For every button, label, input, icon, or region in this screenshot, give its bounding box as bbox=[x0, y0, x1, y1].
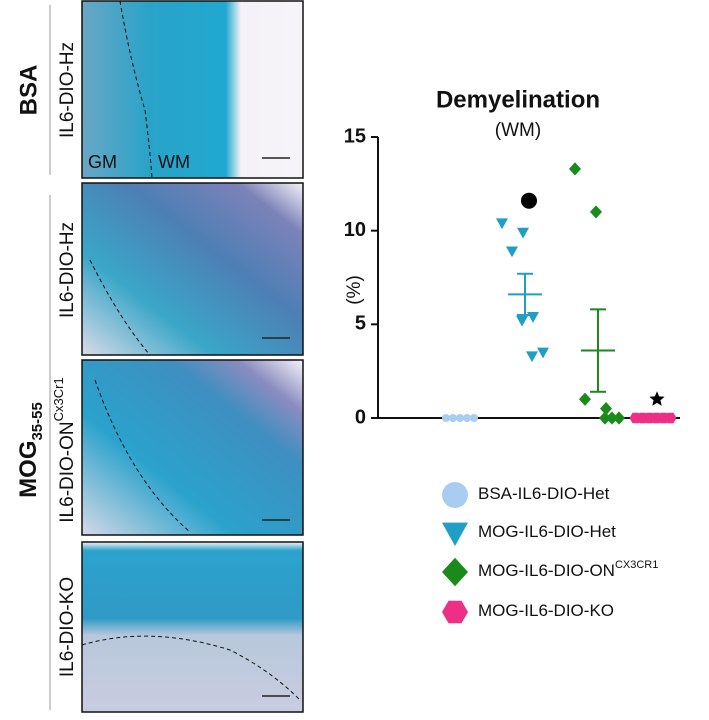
data-point bbox=[613, 411, 625, 425]
row-label: IL6-DIO-KO bbox=[57, 577, 78, 677]
legend-label: BSA-IL6-DIO-Het bbox=[478, 484, 610, 503]
data-point bbox=[526, 351, 538, 363]
legend-name: MOG-IL6-DIO-Het bbox=[478, 522, 616, 541]
legend-name: MOG-IL6-DIO-KO bbox=[478, 601, 614, 620]
data-point bbox=[664, 412, 677, 424]
legend-marker bbox=[442, 600, 468, 624]
data-point bbox=[569, 162, 581, 176]
y-tick-label: 15 bbox=[344, 125, 366, 147]
data-point bbox=[537, 347, 549, 359]
row-label: IL6-DIO-ONCx3Cr1 bbox=[51, 377, 78, 522]
micrograph bbox=[81, 541, 304, 713]
row-label: IL6-DIO-Hz bbox=[57, 42, 78, 138]
gm-label: GM bbox=[88, 152, 117, 172]
micrograph bbox=[81, 182, 304, 356]
data-point bbox=[600, 402, 612, 416]
legend-marker bbox=[442, 557, 468, 587]
group-label-sub: 35-55 bbox=[29, 402, 46, 440]
y-tick-label: 0 bbox=[355, 406, 366, 428]
legend-marker bbox=[442, 522, 468, 546]
wm-label: WM bbox=[158, 152, 190, 172]
chart-subtitle: (WM) bbox=[495, 120, 541, 141]
y-tick-label: 10 bbox=[344, 219, 366, 241]
group-label: MOG35-55 bbox=[15, 402, 46, 498]
data-point bbox=[606, 411, 618, 425]
data-point bbox=[527, 312, 539, 323]
legend-marker bbox=[442, 482, 468, 508]
significance-marker bbox=[649, 391, 665, 406]
micrograph bbox=[81, 0, 304, 179]
data-point bbox=[506, 246, 518, 258]
legend-label: MOG-IL6-DIO-ONCX3CR1 bbox=[478, 559, 658, 581]
micrographs bbox=[81, 0, 304, 713]
data-point bbox=[496, 218, 508, 230]
legend-sup: CX3CR1 bbox=[615, 559, 658, 571]
legend-name: MOG-IL6-DIO-ON bbox=[478, 561, 615, 580]
legend-label: MOG-IL6-DIO-KO bbox=[478, 601, 614, 620]
boundary bbox=[81, 635, 301, 701]
group-label-main: MOG bbox=[15, 441, 42, 498]
y-tick-label: 5 bbox=[355, 313, 366, 335]
row-label: IL6-DIO-Hz bbox=[57, 222, 78, 318]
data-point bbox=[599, 411, 611, 425]
y-axis-label: (%) bbox=[344, 275, 365, 305]
data-point bbox=[590, 205, 602, 219]
chart-title: Demyelination bbox=[436, 86, 600, 113]
significance-marker bbox=[521, 192, 537, 209]
data-point bbox=[517, 227, 529, 239]
boundary bbox=[94, 379, 191, 533]
data-point bbox=[579, 392, 591, 406]
micrograph bbox=[81, 359, 304, 536]
row-label-sup: Cx3Cr1 bbox=[51, 377, 66, 421]
row-label-main: IL6-DIO-ON bbox=[57, 421, 78, 522]
group-label: BSA bbox=[15, 65, 42, 116]
legend-label: MOG-IL6-DIO-Het bbox=[478, 522, 616, 541]
legend-name: BSA-IL6-DIO-Het bbox=[478, 484, 610, 503]
data-point bbox=[516, 315, 528, 327]
